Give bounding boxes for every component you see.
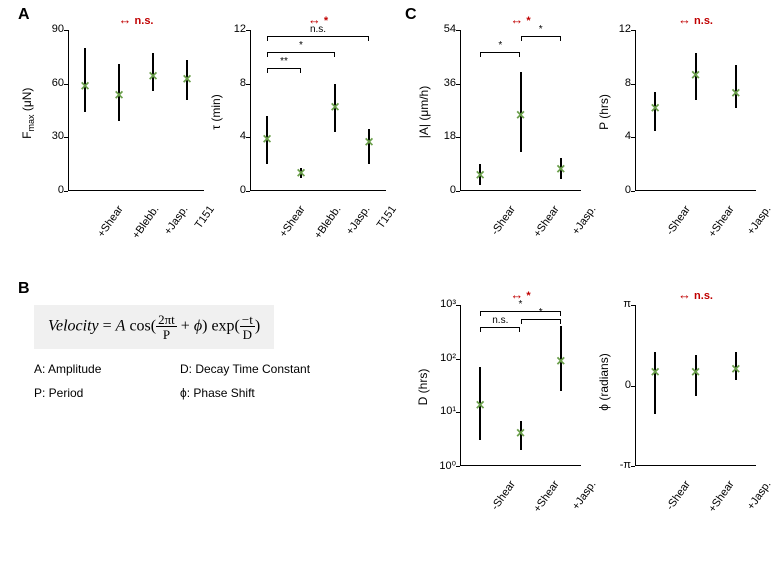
data-marker: ×: [148, 68, 157, 86]
data-marker: ×: [691, 67, 700, 85]
cat-label: +Shear: [531, 204, 561, 240]
plot-a-fmax: [68, 30, 204, 191]
eq-frac2-num: −t: [240, 313, 255, 327]
equation-box: Velocity = A cos(2πtP + ϕ) exp(−tD): [34, 305, 274, 349]
overall-sig: ↔ n.s.: [68, 12, 204, 27]
legend-p: P: Period: [34, 386, 83, 400]
data-marker: ×: [731, 85, 740, 103]
cat-label: T151: [375, 204, 399, 231]
data-marker: ×: [516, 107, 525, 125]
cat-label: +Blebb.: [312, 204, 343, 242]
plot-a-tau: [250, 30, 386, 191]
data-marker: ×: [182, 71, 191, 89]
data-marker: ×: [80, 78, 89, 96]
data-marker: ×: [114, 87, 123, 105]
cat-label: -Shear: [664, 204, 693, 238]
data-marker: ×: [296, 165, 305, 183]
panel-a-label: A: [18, 6, 30, 24]
legend-phi: ϕ: Phase Shift: [180, 386, 255, 400]
eq-lhs: Velocity: [48, 318, 99, 335]
cat-label: T151: [193, 204, 217, 231]
figure-root: A B C Fmax (μN) τ (min) Velocity = A cos…: [0, 0, 772, 567]
cat-label: +Jasp.: [344, 204, 373, 238]
panel-c-label: C: [405, 6, 417, 24]
cat-label: +Jasp.: [162, 204, 191, 238]
cat-label: +Shear: [95, 204, 125, 240]
data-marker: ×: [364, 134, 373, 152]
panel-b-label: B: [18, 280, 30, 298]
eq-frac1-num: 2πt: [156, 313, 177, 327]
legend-a: A: Amplitude: [34, 362, 101, 376]
cat-label: +Shear: [277, 204, 307, 240]
data-marker: ×: [330, 99, 339, 117]
data-marker: ×: [556, 161, 565, 179]
data-marker: ×: [475, 167, 484, 185]
cat-label: +Shear: [706, 204, 736, 240]
cat-label: +Jasp.: [745, 204, 772, 238]
eq-frac1-den: P: [156, 327, 177, 341]
data-marker: ×: [262, 131, 271, 149]
cat-label: -Shear: [489, 204, 518, 238]
legend-d: D: Decay Time Constant: [180, 362, 310, 376]
cat-label: +Blebb.: [130, 204, 161, 242]
overall-sig: ↔ n.s.: [635, 12, 756, 27]
cat-label: +Jasp.: [570, 204, 599, 238]
eq-frac2-den: D: [240, 327, 255, 341]
data-marker: ×: [650, 100, 659, 118]
